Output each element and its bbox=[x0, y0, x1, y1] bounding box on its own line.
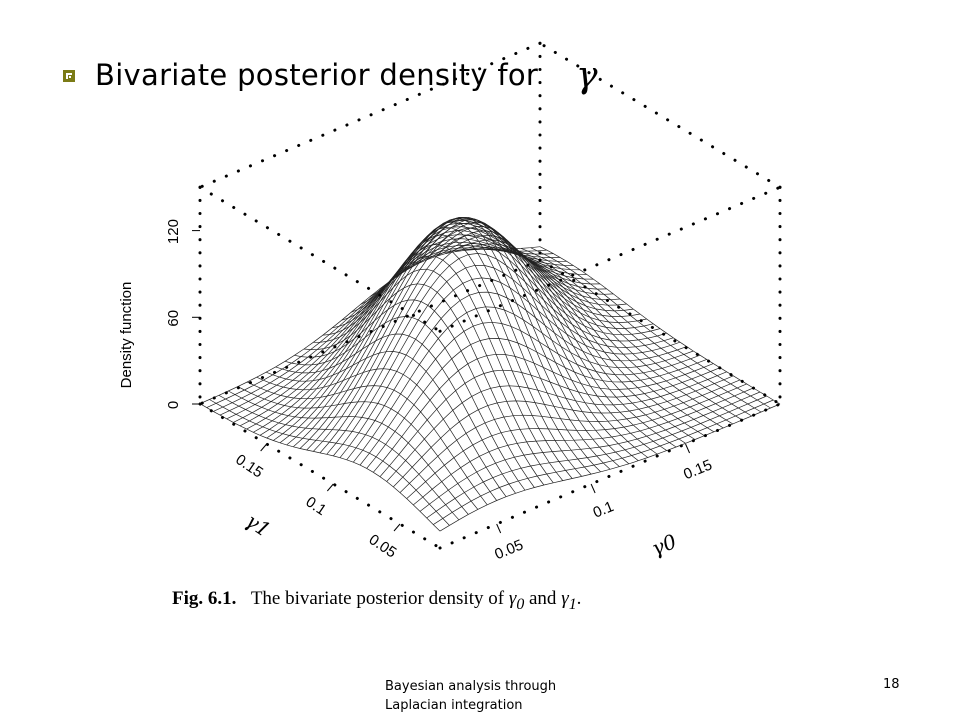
x-tick-label: 0.1 bbox=[591, 498, 617, 522]
surface-grid-line bbox=[417, 226, 658, 455]
surface-grid-line bbox=[492, 248, 733, 425]
caption-label: Fig. 6.1. bbox=[172, 588, 237, 609]
footer-line-2: Laplacian integration bbox=[385, 698, 523, 713]
gamma-symbol: γ bbox=[576, 55, 598, 96]
surface-grid-line bbox=[322, 255, 564, 481]
surface-grid-line bbox=[341, 234, 582, 477]
z-tick-label: 120 bbox=[165, 219, 182, 244]
surface-grid-line bbox=[520, 248, 762, 413]
surface-grid-line bbox=[265, 351, 507, 497]
caption-and: and bbox=[529, 588, 557, 609]
caption-gamma0: γ0 bbox=[508, 588, 525, 613]
y-tick-label: 0.15 bbox=[232, 451, 266, 481]
y-tick-label: 0.05 bbox=[366, 531, 400, 561]
surface-grid-line bbox=[275, 333, 516, 494]
surface-grid-line bbox=[303, 283, 545, 486]
y-axis-symbol: γ1 bbox=[241, 508, 275, 542]
box-edge bbox=[538, 41, 782, 189]
surface-grid-line bbox=[199, 403, 441, 532]
surface-grid-line bbox=[209, 399, 450, 526]
hollow-square-bullet-icon bbox=[63, 70, 75, 82]
y-tick bbox=[326, 483, 334, 492]
surface-grid-line bbox=[359, 321, 701, 466]
y-tick bbox=[260, 443, 268, 452]
surface-grid-line bbox=[502, 248, 743, 421]
surface-grid-line bbox=[473, 248, 715, 433]
page-number: 18 bbox=[883, 677, 900, 692]
surface-grid-line bbox=[294, 299, 535, 488]
caption-text: The bivariate posterior density of bbox=[250, 588, 505, 609]
x-tick bbox=[496, 523, 502, 534]
x-tick-label: 0.15 bbox=[681, 456, 714, 483]
box-edge bbox=[438, 402, 782, 550]
box-edge bbox=[198, 41, 542, 189]
surface-grid-line bbox=[454, 243, 696, 440]
surface-grid-line bbox=[284, 316, 526, 491]
surface-grid-line bbox=[539, 246, 781, 405]
x-tick bbox=[590, 483, 596, 494]
surface-grid-line bbox=[228, 390, 469, 515]
wireframe-surface bbox=[199, 217, 781, 532]
box-edge bbox=[198, 185, 442, 333]
surface-grid-line bbox=[366, 338, 707, 469]
surface-grid-line bbox=[407, 222, 649, 458]
box-edge bbox=[198, 258, 542, 406]
caption-gamma1: γ1 bbox=[561, 588, 577, 613]
x-axis-label: γ0 bbox=[648, 529, 680, 561]
surface-grid-line bbox=[313, 268, 554, 484]
z-axis-label: Density function bbox=[118, 282, 135, 389]
surface-grid-line bbox=[379, 217, 620, 467]
y-axis-label: γ1 bbox=[241, 508, 275, 542]
caption-end: . bbox=[576, 588, 582, 609]
x-tick bbox=[685, 443, 691, 454]
surface-grid-line bbox=[413, 387, 754, 506]
z-tick-label: 60 bbox=[165, 310, 182, 327]
y-tick-label: 0.1 bbox=[302, 493, 329, 519]
surface-grid-line bbox=[445, 239, 686, 444]
z-tick-label: 0 bbox=[165, 401, 182, 409]
x-axis-symbol: γ0 bbox=[648, 529, 680, 561]
surface-grid-line bbox=[218, 394, 460, 521]
footer-title: Bayesian analysis through Laplacian inte… bbox=[385, 677, 645, 715]
y-tick bbox=[393, 523, 401, 532]
footer-line-1: Bayesian analysis through bbox=[385, 679, 557, 694]
x-tick-label: 0.05 bbox=[492, 536, 525, 563]
surface-grid-line bbox=[464, 246, 705, 436]
surface-grid-line bbox=[332, 244, 573, 479]
surface-grid-line bbox=[483, 248, 724, 429]
slide-title: Bivariate posterior density for bbox=[95, 58, 539, 92]
surface-grid-line bbox=[426, 230, 667, 451]
surface-grid-line bbox=[398, 219, 639, 461]
surface-grid-line bbox=[360, 221, 601, 473]
surface-grid-line bbox=[511, 248, 752, 417]
surface-grid-line bbox=[388, 217, 630, 465]
surface-grid-line bbox=[237, 386, 479, 510]
surface-grid-line bbox=[256, 368, 497, 501]
bounding-box bbox=[198, 41, 782, 550]
box-edge bbox=[438, 185, 782, 333]
figure-caption: Fig. 6.1. The bivariate posterior densit… bbox=[172, 588, 581, 614]
surface-grid-line bbox=[435, 235, 677, 448]
surface-grid-line bbox=[530, 247, 771, 409]
surface-grid-line bbox=[247, 381, 488, 506]
